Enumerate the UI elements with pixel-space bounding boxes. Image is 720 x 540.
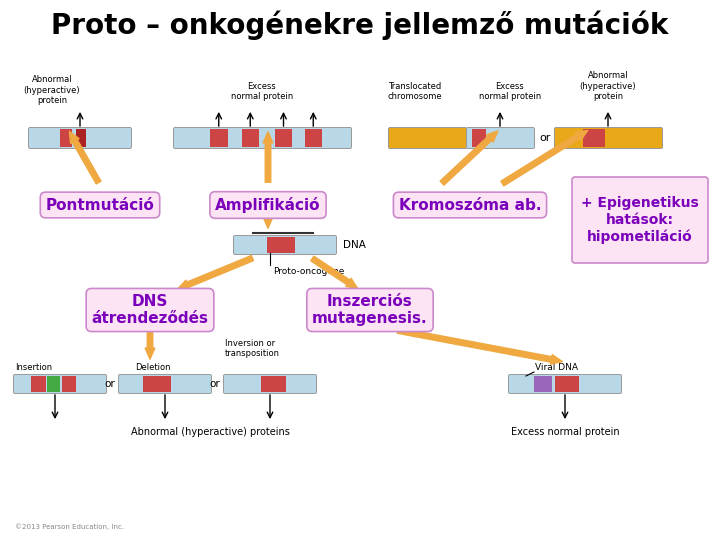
Text: Excess
normal protein: Excess normal protein bbox=[479, 82, 541, 101]
Text: Deletion: Deletion bbox=[135, 363, 171, 372]
FancyBboxPatch shape bbox=[233, 235, 336, 254]
FancyBboxPatch shape bbox=[14, 375, 107, 394]
Bar bbox=[305, 129, 322, 147]
Bar bbox=[267, 237, 295, 253]
Bar bbox=[261, 376, 287, 392]
FancyBboxPatch shape bbox=[119, 375, 212, 394]
FancyBboxPatch shape bbox=[508, 375, 621, 394]
FancyBboxPatch shape bbox=[467, 127, 534, 149]
Text: or: or bbox=[104, 379, 115, 389]
Bar bbox=[583, 129, 605, 147]
Text: Inversion or
transposition: Inversion or transposition bbox=[225, 339, 280, 358]
FancyBboxPatch shape bbox=[29, 127, 132, 149]
Bar bbox=[62, 376, 76, 392]
Bar bbox=[472, 129, 486, 147]
Text: Pontmutáció: Pontmutáció bbox=[45, 198, 154, 213]
Text: or: or bbox=[539, 133, 551, 143]
Text: Translocated
chromosome: Translocated chromosome bbox=[387, 82, 442, 101]
Bar bbox=[76, 129, 86, 147]
Text: + Epigenetikus
hatások:
hipometiláció: + Epigenetikus hatások: hipometiláció bbox=[581, 197, 699, 244]
Bar bbox=[210, 129, 228, 147]
Text: Amplifikáció: Amplifikáció bbox=[215, 197, 320, 213]
Bar bbox=[60, 129, 72, 147]
Text: Viral DNA: Viral DNA bbox=[535, 363, 578, 372]
Text: ©2013 Pearson Education, Inc.: ©2013 Pearson Education, Inc. bbox=[15, 523, 124, 530]
Bar bbox=[534, 376, 552, 392]
Text: Abnormal
(hyperactive)
protein: Abnormal (hyperactive) protein bbox=[580, 71, 636, 101]
Text: DNS
átrendeződés: DNS átrendeződés bbox=[91, 294, 209, 326]
Bar bbox=[555, 376, 580, 392]
FancyBboxPatch shape bbox=[174, 127, 351, 149]
Bar bbox=[48, 376, 60, 392]
FancyBboxPatch shape bbox=[223, 375, 317, 394]
Bar bbox=[143, 376, 171, 392]
Text: Proto – onkogénekre jellemző mutációk: Proto – onkogénekre jellemző mutációk bbox=[51, 10, 669, 40]
Text: Inszerciós
mutagenesis.: Inszerciós mutagenesis. bbox=[312, 294, 428, 326]
FancyBboxPatch shape bbox=[554, 127, 662, 149]
Text: DNA: DNA bbox=[343, 240, 366, 250]
Text: Insertion: Insertion bbox=[15, 363, 52, 372]
Bar bbox=[31, 376, 45, 392]
Bar bbox=[275, 129, 292, 147]
FancyBboxPatch shape bbox=[572, 177, 708, 263]
Text: Excess normal protein: Excess normal protein bbox=[510, 427, 619, 437]
FancyBboxPatch shape bbox=[389, 127, 467, 149]
Text: Abnormal (hyperactive) proteins: Abnormal (hyperactive) proteins bbox=[130, 427, 289, 437]
Text: Proto-oncogene: Proto-oncogene bbox=[273, 267, 344, 276]
Text: Kromoszóma ab.: Kromoszóma ab. bbox=[399, 198, 541, 213]
Text: or: or bbox=[210, 379, 220, 389]
Text: Excess
normal protein: Excess normal protein bbox=[231, 82, 293, 101]
Bar bbox=[241, 129, 259, 147]
Text: Abnormal
(hyperactive)
protein: Abnormal (hyperactive) protein bbox=[24, 75, 81, 105]
